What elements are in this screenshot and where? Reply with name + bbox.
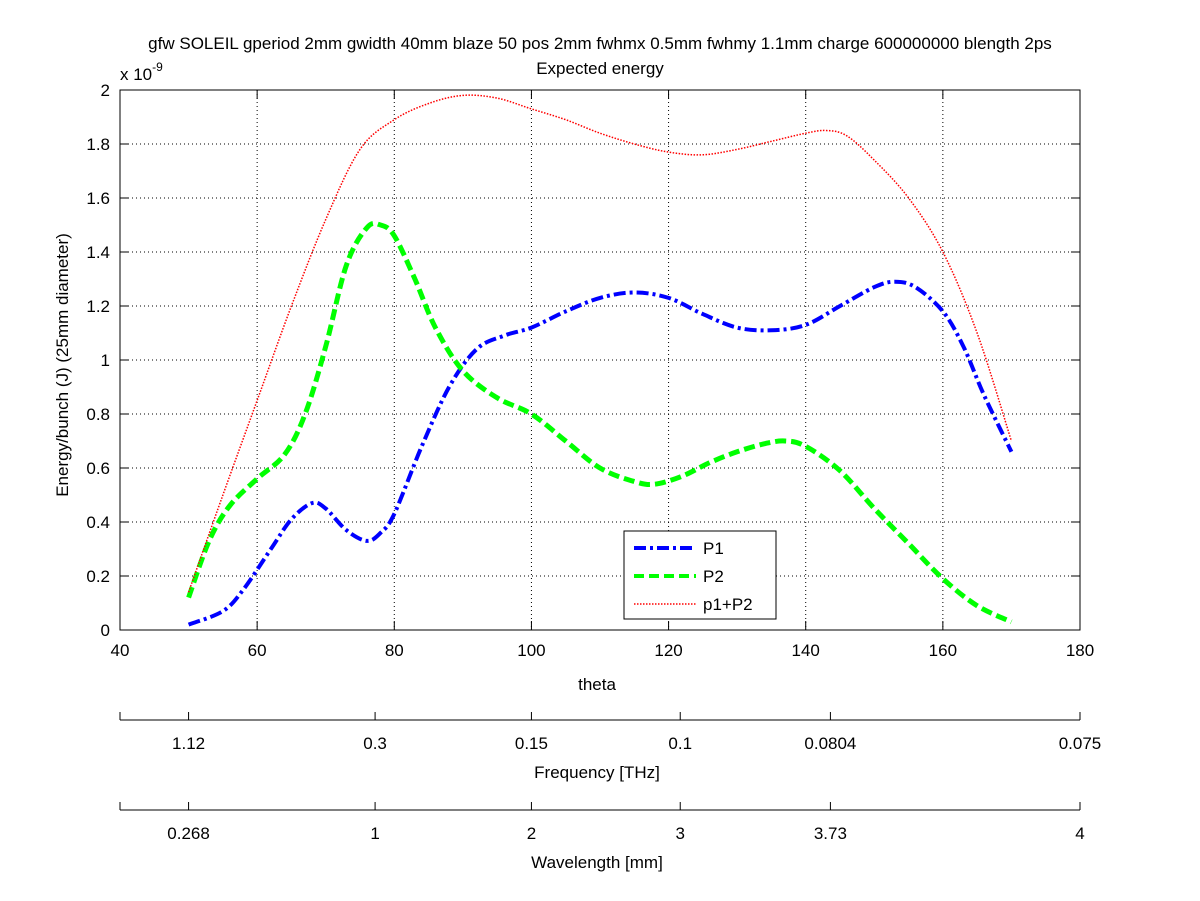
secondary-axes: 1.12 0.3 0.15 0.1 0.0804 0.075 Frequency [THz]… [119, 712, 1102, 872]
x-tick-label: 180 [1066, 641, 1094, 660]
y-tick-label: 0.8 [86, 405, 110, 424]
legend-label-p2: P2 [703, 567, 724, 586]
y-axis-label: Energy/bunch (J) (25mm diameter) [53, 233, 72, 497]
legend: P1 P2 p1+P2 [623, 530, 777, 620]
frequency-axis-label: Frequency [THz] [534, 763, 660, 782]
wavelength-axis-tick-label: 3 [675, 824, 684, 843]
y-multiplier-exponent: -9 [152, 60, 163, 74]
series-sum-line [187, 94, 1013, 593]
wavelength-axis-label: Wavelength [mm] [531, 853, 663, 872]
wavelength-axis-tick-label: 0.268 [167, 824, 210, 843]
frequency-axis-tick-label: 0.075 [1059, 734, 1102, 753]
x-tick-label: 80 [385, 641, 404, 660]
y-tick-label: 1.6 [86, 189, 110, 208]
legend-label-sum: p1+P2 [703, 595, 753, 614]
x-tick-label: 100 [517, 641, 545, 660]
y-tick-label: 2 [101, 81, 110, 100]
y-tick-label: 0.2 [86, 567, 110, 586]
y-tick-label: 0.6 [86, 459, 110, 478]
frequency-axis-tick-label: 1.12 [172, 734, 205, 753]
y-tick-label: 0 [101, 621, 110, 640]
y-tick-label: 0.4 [86, 513, 110, 532]
y-tick-label: 1.2 [86, 297, 110, 316]
series-p1-line [187, 279, 1014, 627]
frequency-axis-tick-label: 0.0804 [804, 734, 856, 753]
legend-box [623, 530, 777, 620]
frequency-axis-tick-label: 0.3 [363, 734, 387, 753]
plot-series [186, 94, 1014, 627]
y-tick-label: 1.4 [86, 243, 110, 262]
series-p2-line [186, 220, 1013, 625]
y-tick-label: 1.8 [86, 135, 110, 154]
legend-label-p1: P1 [703, 539, 724, 558]
y-axis-multiplier: x 10-9 [120, 60, 163, 84]
x-tick-label: 60 [248, 641, 267, 660]
grid-lines [120, 90, 1080, 630]
frequency-axis-tick-label: 0.1 [668, 734, 692, 753]
x-tick-label: 120 [654, 641, 682, 660]
chart-title-line1: gfw SOLEIL gperiod 2mm gwidth 40mm blaze… [148, 34, 1052, 53]
frequency-axis-tick-label: 0.15 [515, 734, 548, 753]
chart-title-line2: Expected energy [536, 59, 664, 78]
x-tick-label: 140 [792, 641, 820, 660]
x-tick-label: 160 [929, 641, 957, 660]
wavelength-axis-tick-label: 3.73 [814, 824, 847, 843]
axis-ticks: 40 60 80 100 120 140 160 180 0 0.2 0.4 0.6 0.8 1 1.2 1.… [86, 81, 1094, 660]
x-axis-label: theta [578, 675, 616, 694]
wavelength-axis-tick-label: 4 [1075, 824, 1084, 843]
y-tick-label: 1 [101, 351, 110, 370]
x-tick-label: 40 [111, 641, 130, 660]
y-multiplier-base: x 10 [120, 65, 152, 84]
wavelength-axis-tick-label: 1 [370, 824, 379, 843]
wavelength-axis-tick-label: 2 [527, 824, 536, 843]
